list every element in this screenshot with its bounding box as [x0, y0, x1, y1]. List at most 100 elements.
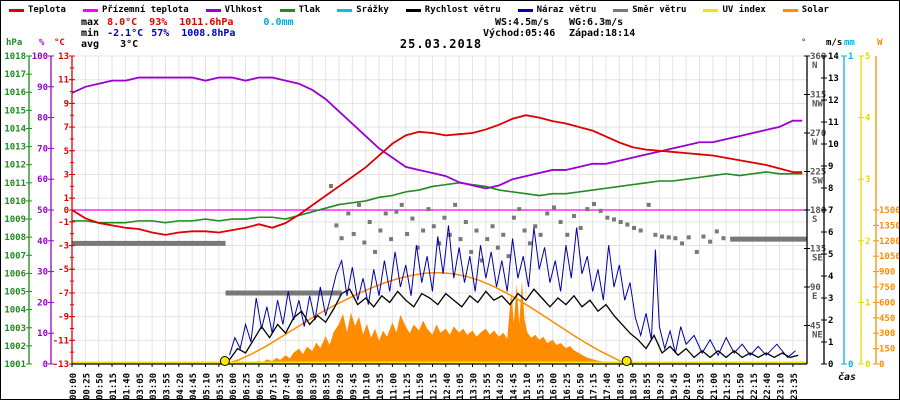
- svg-text:180: 180: [810, 206, 826, 216]
- series-wind-gust: [229, 225, 796, 359]
- svg-text:08:30: 08:30: [309, 373, 319, 400]
- legend-label: Přízemní teplota: [101, 5, 189, 15]
- sunrise-time: Východ:05:46: [483, 28, 556, 39]
- svg-text:0: 0: [879, 360, 884, 370]
- min-humidity-value: 57%: [151, 28, 170, 39]
- chart-title-date: 25.03.2018: [399, 37, 483, 51]
- svg-text:1: 1: [64, 194, 69, 204]
- svg-text:13:30: 13:30: [470, 373, 480, 400]
- svg-text:E: E: [812, 292, 817, 302]
- legend-swatch: [82, 8, 98, 12]
- svg-text:NW: NW: [812, 100, 823, 110]
- svg-text:05:35: 05:35: [216, 373, 226, 400]
- axes: 1018101710161015101410131012101110101009…: [4, 52, 900, 370]
- svg-text:100: 100: [32, 52, 48, 62]
- svg-text:30: 30: [37, 268, 48, 278]
- svg-text:1015: 1015: [4, 106, 26, 116]
- svg-text:90: 90: [810, 283, 821, 293]
- svg-text:300: 300: [879, 329, 895, 339]
- series-pressure: [72, 171, 803, 224]
- svg-text:21:00: 21:00: [710, 373, 720, 400]
- svg-text:1010: 1010: [4, 197, 26, 207]
- avg-label: avg: [81, 39, 100, 50]
- svg-text:09:20: 09:20: [336, 373, 346, 400]
- svg-text:750: 750: [879, 283, 895, 293]
- svg-text:1: 1: [865, 298, 870, 308]
- svg-text:90: 90: [37, 83, 48, 93]
- svg-text:5: 5: [865, 52, 870, 62]
- legend-item-4: Srážky: [337, 5, 389, 15]
- svg-text:4: 4: [865, 114, 871, 124]
- svg-text:07:15: 07:15: [269, 373, 279, 400]
- wind-speed-avg-value: WS:4.5m/s: [495, 17, 550, 28]
- svg-text:1001: 1001: [4, 360, 26, 370]
- chart-legend: Teplota Přízemní teplota Vlhkost Tlak Srážky…: [9, 5, 829, 15]
- max-pressure-value: 1011.6hPa: [179, 17, 234, 28]
- svg-text:10: 10: [37, 329, 48, 339]
- svg-text:21:50: 21:50: [737, 373, 747, 400]
- series-humidity: [71, 76, 803, 190]
- axis-unit-celsius: °C: [54, 38, 65, 48]
- legend-label: Vlhkost: [224, 5, 263, 15]
- svg-text:1350: 1350: [879, 221, 900, 231]
- svg-text:0: 0: [64, 206, 69, 216]
- svg-text:14: 14: [828, 52, 839, 62]
- legend-item-1: Přízemní teplota: [82, 5, 189, 15]
- min-label: min: [81, 28, 100, 39]
- svg-text:12: 12: [828, 96, 839, 106]
- min-pressure-value: 1008.8hPa: [181, 28, 236, 39]
- svg-text:1: 1: [848, 52, 853, 62]
- legend-item-0: Teplota: [9, 5, 66, 15]
- svg-text:7: 7: [64, 123, 69, 133]
- svg-text:11:25: 11:25: [403, 373, 413, 400]
- svg-text:1016: 1016: [4, 88, 26, 98]
- svg-text:19:20: 19:20: [656, 373, 666, 400]
- svg-text:11: 11: [828, 118, 839, 128]
- svg-text:50: 50: [37, 206, 48, 216]
- svg-text:7: 7: [828, 206, 833, 216]
- svg-text:1002: 1002: [4, 342, 26, 352]
- svg-text:1050: 1050: [879, 252, 900, 262]
- svg-text:20:35: 20:35: [696, 373, 706, 400]
- svg-text:16:50: 16:50: [576, 373, 586, 400]
- svg-text:1008: 1008: [4, 233, 26, 243]
- svg-text:14:20: 14:20: [496, 373, 506, 400]
- legend-label: Směr větru: [632, 5, 687, 15]
- svg-text:150: 150: [879, 345, 895, 355]
- svg-text:03:05: 03:05: [136, 373, 146, 400]
- svg-text:11:50: 11:50: [416, 373, 426, 400]
- svg-text:1005: 1005: [4, 288, 26, 298]
- svg-text:5: 5: [828, 250, 833, 260]
- svg-text:5: 5: [64, 147, 69, 157]
- max-humidity-value: 93%: [149, 17, 168, 28]
- svg-text:15:10: 15:10: [523, 373, 533, 400]
- svg-text:70: 70: [37, 144, 48, 154]
- svg-text:3: 3: [64, 170, 69, 180]
- svg-text:-3: -3: [58, 242, 69, 252]
- svg-text:0: 0: [848, 360, 853, 370]
- svg-text:05:10: 05:10: [203, 373, 213, 400]
- svg-text:1012: 1012: [4, 161, 26, 171]
- svg-text:60: 60: [37, 175, 48, 185]
- svg-text:13:05: 13:05: [456, 373, 466, 400]
- svg-text:2: 2: [865, 237, 870, 247]
- svg-text:22:15: 22:15: [750, 373, 760, 400]
- svg-text:03:30: 03:30: [149, 373, 159, 400]
- svg-text:2: 2: [828, 316, 833, 326]
- legend-item-2: Vlhkost: [205, 5, 263, 15]
- sunrise-marker-icon: [219, 356, 230, 366]
- svg-text:1004: 1004: [4, 306, 26, 316]
- svg-text:315: 315: [810, 91, 826, 101]
- series-solar: [225, 271, 627, 365]
- svg-text:-7: -7: [58, 289, 69, 299]
- svg-text:20: 20: [37, 298, 48, 308]
- svg-text:10: 10: [828, 140, 839, 150]
- svg-text:600: 600: [879, 298, 895, 308]
- stats-avg-row: avg 3°C: [81, 39, 138, 50]
- svg-text:06:50: 06:50: [256, 373, 266, 400]
- svg-text:17:15: 17:15: [590, 373, 600, 400]
- legend-label: Rychlost větru: [424, 5, 501, 15]
- svg-text:18:05: 18:05: [616, 373, 626, 400]
- svg-text:-1: -1: [58, 218, 69, 228]
- svg-text:16:00: 16:00: [550, 373, 560, 400]
